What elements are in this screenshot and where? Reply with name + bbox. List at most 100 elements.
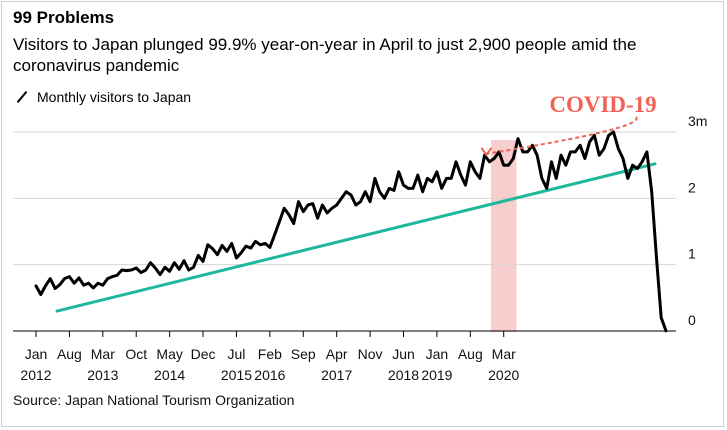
x-tick-label: Jan [426, 346, 449, 362]
data-point [335, 204, 337, 206]
data-point [555, 177, 557, 179]
data-point [522, 151, 524, 153]
data-point [202, 260, 204, 262]
x-tick-label: Jun [392, 346, 415, 362]
x-tick-label: Aug [458, 346, 483, 362]
data-point [398, 171, 400, 173]
data-point [359, 200, 361, 202]
data-point [541, 177, 543, 179]
data-point [636, 167, 638, 169]
data-point [302, 210, 304, 212]
x-tick-year-label: 2020 [488, 367, 519, 383]
x-tick-label: Feb [258, 346, 282, 362]
data-point [307, 204, 309, 206]
trend-line [55, 162, 657, 313]
data-point [102, 284, 104, 286]
data-point [507, 164, 509, 166]
data-point [207, 244, 209, 246]
data-point [588, 141, 590, 143]
data-point [293, 222, 295, 224]
data-point [63, 277, 65, 279]
data-point [135, 267, 137, 269]
data-point [116, 274, 118, 276]
data-point [421, 191, 423, 193]
data-point [445, 177, 447, 179]
data-point [230, 242, 232, 244]
data-point [54, 287, 56, 289]
data-point [460, 174, 462, 176]
data-point [140, 271, 142, 273]
data-point [617, 147, 619, 149]
data-point [464, 184, 466, 186]
data-point [503, 164, 505, 166]
data-point [264, 242, 266, 244]
data-point [593, 134, 595, 136]
data-point [68, 275, 70, 277]
data-point [517, 137, 519, 139]
y-tick-label: 0 [688, 312, 696, 328]
data-point [168, 270, 170, 272]
data-point [493, 157, 495, 159]
data-point [536, 154, 538, 156]
data-point [145, 269, 147, 271]
data-point [159, 273, 161, 275]
data-point [245, 245, 247, 247]
x-tick-label: Mar [91, 346, 115, 362]
data-point [393, 189, 395, 191]
data-point [164, 266, 166, 268]
data-point [355, 204, 357, 206]
data-point [259, 244, 261, 246]
data-point [579, 144, 581, 146]
y-tick-label: 3m [688, 113, 707, 129]
data-point [312, 202, 314, 204]
data-point [412, 187, 414, 189]
data-point [565, 164, 567, 166]
data-point [655, 257, 657, 259]
chart-source: Source: Japan National Tourism Organizat… [13, 392, 295, 408]
data-point [87, 282, 89, 284]
data-point [35, 285, 37, 287]
chart-subtitle: Visitors to Japan plunged 99.9% year-on-… [13, 35, 637, 75]
x-tick-label: Aug [57, 346, 82, 362]
x-tick-year-label: 2018 [388, 367, 419, 383]
data-point [59, 283, 61, 285]
x-tick-year-label: 2017 [321, 367, 352, 383]
legend-label: Monthly visitors to Japan [37, 89, 192, 105]
data-point [111, 275, 113, 277]
data-point [250, 247, 252, 249]
data-point [550, 161, 552, 163]
data-point [631, 164, 633, 166]
data-point [149, 261, 151, 263]
data-point [627, 177, 629, 179]
data-point [240, 252, 242, 254]
data-point [474, 171, 476, 173]
data-point [73, 282, 75, 284]
data-point [574, 151, 576, 153]
y-tick-label: 2 [688, 179, 696, 195]
data-point [92, 287, 94, 289]
chart-title: 99 Problems [13, 8, 115, 27]
data-point [603, 147, 605, 149]
covid-annotation: COVID-19 [549, 92, 656, 117]
data-point [297, 200, 299, 202]
data-point [78, 277, 80, 279]
data-point [407, 187, 409, 189]
data-point [660, 317, 662, 319]
x-tick-label: Sep [291, 346, 316, 362]
data-point [569, 151, 571, 153]
data-point [526, 151, 528, 153]
data-point [665, 330, 667, 332]
data-point [154, 267, 156, 269]
data-point [450, 177, 452, 179]
data-point [378, 191, 380, 193]
legend: Monthly visitors to Japan [13, 89, 191, 105]
data-point [374, 177, 376, 179]
data-point [40, 293, 42, 295]
data-point [545, 187, 547, 189]
data-point [417, 174, 419, 176]
data-point [641, 161, 643, 163]
data-point [436, 171, 438, 173]
data-point [455, 161, 457, 163]
data-point [584, 157, 586, 159]
